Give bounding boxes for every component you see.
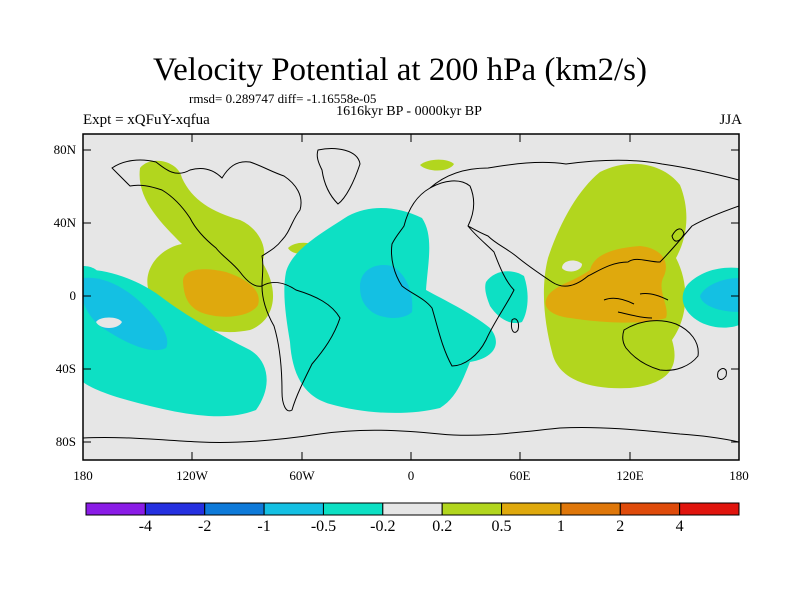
colorbar-swatch [560,502,621,516]
colorbar-swatches [85,502,740,516]
colorbar-swatch [441,502,503,516]
colorbar-swatch [204,502,265,516]
colorbar-label: -2 [198,518,212,535]
positive-peak-maritime-continent [545,246,667,323]
coastline-south-america [261,282,341,412]
coastline-europe-africa [391,180,515,367]
negative-peak-far-west-pacific [700,278,739,312]
lat-label-80n: 80N [53,142,76,157]
colorbar-label: -1 [257,518,271,535]
neutral-patch-bay-of-bengal [562,260,582,272]
coastline-indonesia [603,293,669,319]
colorbar-swatch [382,502,443,516]
coastline-japan [671,228,685,242]
lon-label-180w: 180 [73,468,93,483]
negative-peak-central-pacific [83,277,168,351]
contour-fields [83,159,739,417]
lon-label-0: 0 [407,468,415,483]
colorbar-swatch [85,502,146,516]
axis-ticks [83,134,739,460]
coastline-antarctica [83,426,739,444]
colorbar-swatch [144,502,206,516]
colorbar-label: 0.5 [491,518,512,535]
lat-label-40n: 40N [53,215,76,230]
lon-label-180e: 180 [729,468,749,483]
lon-label-60e: 60E [509,468,531,483]
negative-peak-tropical-atlantic [360,264,413,318]
lat-label-80s: 80S [55,434,76,449]
coastline-madagascar [511,318,519,333]
lon-label-120e: 120E [616,468,644,483]
colorbar-swatch [263,502,324,516]
period-label: 1616kyr BP - 0000kyr BP [336,104,482,119]
season-label: JJA [719,112,742,128]
colorbar-label: -4 [138,518,153,535]
colorbar-label: 2 [616,518,625,535]
coastlines [83,148,739,444]
colorbar-label: 0.2 [432,518,453,535]
rmsd-diff-stats: rmsd= 0.289747 diff= -1.16558e-05 [189,91,377,106]
colorbar-label: 4 [675,518,684,535]
coastline-greenland [316,148,361,205]
colorbar-swatch [501,502,562,516]
lon-label-60w: 60W [289,468,315,483]
neutral-patch-south-pacific [96,317,122,328]
colorbar-swatch [619,502,681,516]
colorbar-label: 1 [556,518,565,535]
map-title: Velocity Potential at 200 hPa (km2/s) [152,52,648,88]
lon-label-120w: 120W [176,468,208,483]
coastline-new-zealand [717,368,727,380]
lat-label-40s: 40S [55,361,76,376]
positive-region-arctic [420,159,454,171]
experiment-label: Expt = xQFuY-xqfua [83,112,210,128]
colorbar-swatch [679,502,740,516]
coastline-australia [622,320,699,371]
colorbar-label: -0.2 [370,518,396,535]
positive-peak-east-pacific [182,269,259,317]
colorbar-swatch [322,502,384,516]
negative-region-east-africa [485,271,528,324]
lat-label-0: 0 [69,288,77,303]
coastline-north-america [111,159,302,287]
colorbar-label: -0.5 [310,518,337,535]
